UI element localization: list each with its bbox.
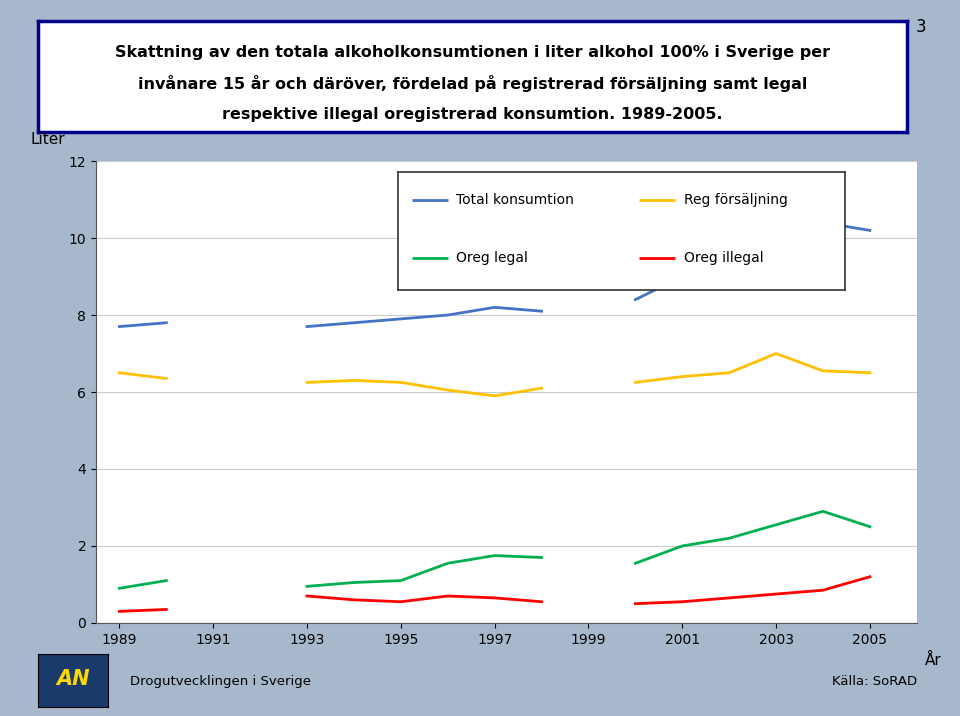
Text: respektive illegal oregistrerad konsumtion. 1989-2005.: respektive illegal oregistrerad konsumti… [223,107,723,122]
Text: AN: AN [56,669,90,690]
Text: Källa: SoRAD: Källa: SoRAD [831,675,917,688]
Text: Skattning av den totala alkoholkonsumtionen i liter alkohol 100% i Sverige per: Skattning av den totala alkoholkonsumtio… [115,45,830,60]
Text: År: År [925,653,942,668]
Text: Drogutvecklingen i Sverige: Drogutvecklingen i Sverige [130,675,311,688]
Text: invånare 15 år och däröver, fördelad på registrerad försäljning samt legal: invånare 15 år och däröver, fördelad på … [138,75,807,92]
Text: Oreg illegal: Oreg illegal [684,251,764,265]
Text: Liter: Liter [31,132,65,147]
Text: Total konsumtion: Total konsumtion [456,193,574,207]
Text: Reg försäljning: Reg försäljning [684,193,788,207]
Text: Oreg legal: Oreg legal [456,251,528,265]
Text: 3: 3 [916,18,926,36]
